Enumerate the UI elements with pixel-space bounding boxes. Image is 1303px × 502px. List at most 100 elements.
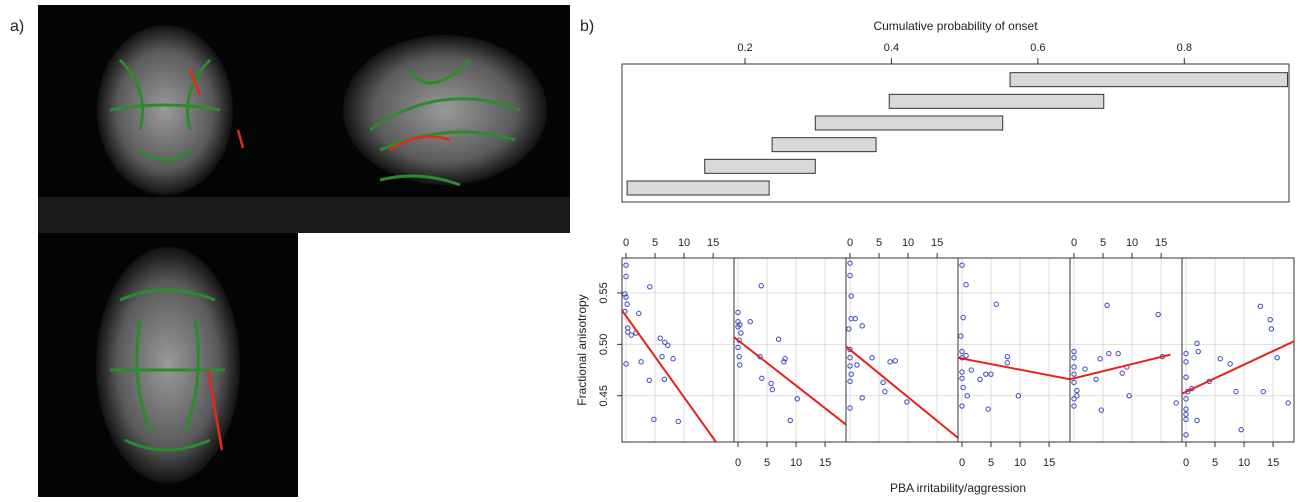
data-point: [788, 418, 792, 422]
x-tick-label: 15: [819, 457, 831, 469]
data-point: [986, 407, 990, 411]
data-point: [893, 359, 897, 363]
x-tick-label: 0.8: [1177, 42, 1192, 54]
data-point: [671, 357, 675, 361]
x-tick-label: 0.4: [884, 42, 899, 54]
data-point: [860, 396, 864, 400]
interval-bar: [815, 116, 1002, 130]
panel-frame: [1070, 258, 1182, 442]
x-tick-label: 5: [988, 457, 994, 469]
x-tick-label: 15: [1155, 237, 1167, 249]
data-point: [1105, 303, 1109, 307]
data-point: [964, 283, 968, 287]
data-point: [760, 376, 764, 380]
data-point: [658, 336, 662, 340]
fit-line: [846, 346, 958, 437]
data-point: [676, 419, 680, 423]
data-point: [1174, 401, 1178, 405]
data-point: [660, 354, 664, 358]
data-point: [964, 353, 968, 357]
data-point: [1286, 401, 1290, 405]
data-point: [984, 372, 988, 376]
x-tick-label: 10: [790, 457, 802, 469]
interval-bar: [1010, 73, 1287, 87]
x-tick-label: 15: [707, 237, 719, 249]
panel-frame: [846, 258, 958, 442]
data-point: [1195, 341, 1199, 345]
panel-label: a): [10, 18, 24, 35]
data-point: [759, 284, 763, 288]
panel-frame: [958, 258, 1070, 442]
data-point: [1239, 427, 1243, 431]
y-tick-label: 0.45: [598, 385, 610, 406]
data-point: [881, 380, 885, 384]
x-tick-label: 0.6: [1030, 42, 1045, 54]
data-point: [662, 377, 666, 381]
plots: Cumulative probability of onset 0.2 0.4 0.6…: [575, 19, 1294, 495]
data-point: [1268, 317, 1272, 321]
data-point: [769, 381, 773, 385]
x-tick-label: 5: [1212, 457, 1218, 469]
data-point: [637, 311, 641, 315]
x-tick-label: 0: [1183, 457, 1189, 469]
brain-images: [38, 5, 570, 497]
x-tick-label: 0.2: [737, 42, 752, 54]
x-tick-label: 0: [1071, 237, 1077, 249]
fit-line: [734, 337, 846, 424]
data-point: [1261, 389, 1265, 393]
interval-bar: [772, 138, 876, 152]
fit-line: [622, 310, 716, 442]
data-point: [748, 320, 752, 324]
x-tick-label: 10: [1014, 457, 1026, 469]
data-point: [1005, 354, 1009, 358]
data-point: [1116, 351, 1120, 355]
data-point: [1195, 418, 1199, 422]
y-axis-title: Fractional anisotropy: [575, 294, 589, 405]
data-point: [1005, 361, 1009, 365]
figure: a) b) Cumulative probability of onset 0.2…: [0, 0, 1303, 497]
data-point: [978, 377, 982, 381]
data-point: [1107, 351, 1111, 355]
data-point: [994, 302, 998, 306]
data-point: [870, 356, 874, 360]
axis-title: Cumulative probability of onset: [873, 19, 1038, 33]
x-tick-label: 10: [678, 237, 690, 249]
x-tick-label: 5: [1100, 237, 1106, 249]
x-tick-label: 0: [623, 237, 629, 249]
data-point: [639, 360, 643, 364]
data-point: [1098, 357, 1102, 361]
x-tick-label: 0: [959, 457, 965, 469]
x-tick-label: 15: [931, 237, 943, 249]
data-point: [1258, 304, 1262, 308]
x-tick-label: 5: [876, 237, 882, 249]
data-point: [647, 378, 651, 382]
panel-frame: [622, 258, 734, 442]
data-point: [666, 343, 670, 347]
data-point: [1083, 367, 1087, 371]
x-tick-label: 10: [902, 237, 914, 249]
interval-bar: [889, 94, 1104, 108]
x-tick-label: 10: [1238, 457, 1250, 469]
panel-label: b): [580, 18, 594, 35]
data-point: [770, 387, 774, 391]
data-point: [1196, 349, 1200, 353]
data-point: [629, 333, 633, 337]
x-tick-label: 0: [847, 237, 853, 249]
data-point: [860, 324, 864, 328]
data-point: [883, 389, 887, 393]
data-point: [1228, 362, 1232, 366]
data-point: [1156, 312, 1160, 316]
data-point: [1218, 357, 1222, 361]
interval-bar: [705, 159, 816, 173]
data-point: [1234, 389, 1238, 393]
x-tick-label: 10: [1126, 237, 1138, 249]
data-point: [776, 337, 780, 341]
data-point: [855, 363, 859, 367]
x-tick-label: 15: [1043, 457, 1055, 469]
fit-line: [958, 358, 1070, 380]
data-point: [1275, 356, 1279, 360]
x-tick-label: 5: [764, 457, 770, 469]
data-point: [1120, 371, 1124, 375]
x-tick-label: 0: [735, 457, 741, 469]
data-point: [888, 360, 892, 364]
